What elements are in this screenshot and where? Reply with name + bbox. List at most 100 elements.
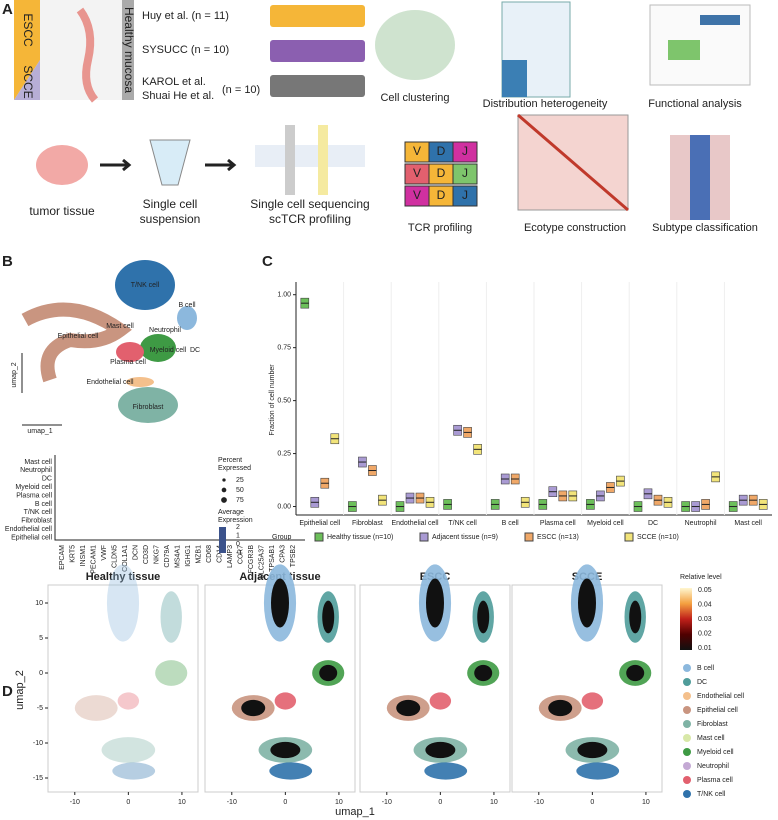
density (629, 600, 642, 634)
colorbar-tick: 0.03 (698, 616, 712, 623)
colorbar (219, 527, 226, 553)
workflow-label: Single cell (143, 197, 198, 211)
gene-label: CPA3 (279, 545, 286, 563)
x-tick-label: -10 (70, 799, 80, 806)
x-tick-label: 10 (642, 799, 650, 806)
y-tick-label: -10 (33, 740, 43, 747)
label: umap_2 (11, 362, 18, 387)
legend-label: T/NK cell (697, 791, 726, 798)
panel-b-art (21, 260, 305, 541)
cluster-label: Endothelial cell (86, 379, 134, 386)
gene-label: CD3D (143, 545, 150, 564)
colorbar-tick: 0.01 (698, 645, 712, 652)
gene-label: TPSB2 (290, 545, 297, 567)
label: Healthy mucosa (122, 7, 136, 93)
size-key (221, 487, 227, 493)
legend-dot (683, 748, 691, 756)
x-tick-label: Mast cell (734, 520, 762, 527)
x-tick-label: 10 (335, 799, 343, 806)
x-tick-label: 0 (590, 799, 594, 806)
color-tick: 0 (236, 541, 240, 548)
cluster-label: DC (190, 347, 200, 354)
cluster-label: Epithelial cell (58, 333, 99, 340)
cluster-label: Mast cell (106, 323, 134, 330)
density (319, 664, 338, 682)
cluster-label: B cell (178, 302, 196, 309)
x-tick-label: Epithelial cell (299, 520, 340, 527)
cohort-label: Shuai He et al. (142, 90, 214, 102)
x-tick-label: 0 (126, 799, 130, 806)
legend-dot (683, 706, 691, 714)
legend-dot (683, 692, 691, 700)
label: umap_1 (27, 428, 52, 435)
row-label: B cell (35, 501, 53, 508)
gene-label: MZB1 (195, 545, 202, 564)
cluster-area (274, 692, 297, 710)
x-tick-label: Plasma cell (540, 520, 576, 527)
size-tick: 50 (236, 487, 244, 494)
step-label: Distribution heterogeneity (483, 98, 608, 110)
gene-label: CD79A (164, 545, 171, 568)
cluster-area (74, 695, 118, 721)
gene-label: CLDN5 (111, 545, 118, 568)
density (396, 699, 421, 717)
legend-label: Myeloid cell (697, 749, 734, 756)
density (426, 578, 444, 628)
row-label: Plasma cell (16, 492, 52, 499)
cluster-area (576, 762, 620, 780)
x-tick-label: B cell (502, 520, 520, 527)
legend-label: Mast cell (697, 735, 725, 742)
gene-label: TPSAB1 (269, 545, 276, 572)
tcr-letter: D (437, 188, 446, 202)
density (425, 741, 456, 759)
step-label: Ecotype construction (524, 222, 626, 234)
workflow-label: suspension (140, 212, 201, 226)
label: ESCC (21, 13, 35, 47)
cohort-label: Huy et al. (n = 11) (142, 10, 229, 22)
label: umap_1 (335, 806, 375, 818)
density (241, 699, 266, 717)
row-label: Epithelial cell (11, 534, 52, 541)
gene-label: CD68 (206, 545, 213, 563)
gene-label: CD14 (216, 545, 223, 563)
row-label: Neutrophil (20, 467, 52, 474)
cluster-area (581, 692, 604, 710)
tcr-box (452, 163, 478, 185)
workflow-label: scTCR profiling (269, 212, 351, 226)
legend-label: ESCC (n=13) (537, 534, 579, 541)
density (477, 600, 490, 634)
cluster-area (112, 762, 156, 780)
label: Expression (218, 517, 253, 524)
density (578, 578, 596, 628)
cluster-label: Neutrophil (149, 327, 181, 334)
tcr-box (452, 185, 478, 207)
x-tick-label: -10 (227, 799, 237, 806)
step-label: TCR profiling (408, 222, 472, 234)
legend-title: Group (272, 534, 292, 541)
cluster-area (160, 591, 182, 643)
cluster-label: Plasma cell (110, 359, 146, 366)
cluster-area (101, 737, 156, 763)
density (474, 664, 493, 682)
row-label: Mast cell (24, 459, 52, 466)
row-label: Endothelial cell (5, 526, 53, 533)
density (271, 578, 289, 628)
y-tick-label: 0.00 (277, 503, 291, 510)
label: SCCE (21, 65, 35, 98)
gene-label: MS4A1 (174, 545, 181, 568)
density (577, 741, 608, 759)
legend-dot (683, 734, 691, 742)
gene-label: VWF (101, 545, 108, 561)
legend-dot (683, 720, 691, 728)
size-key (222, 478, 226, 482)
gene-label: DCN (132, 545, 139, 560)
size-tick: 75 (236, 497, 244, 504)
legend-swatch (524, 532, 534, 542)
y-tick-label: 0.25 (277, 450, 291, 457)
label: Fraction of cell number (269, 364, 276, 436)
cohort-label: SYSUCC (n = 10) (142, 44, 229, 56)
legend-label: SCCE (n=10) (637, 534, 679, 541)
colorbar-tick: 0.02 (698, 630, 712, 637)
legend-dot (683, 762, 691, 770)
